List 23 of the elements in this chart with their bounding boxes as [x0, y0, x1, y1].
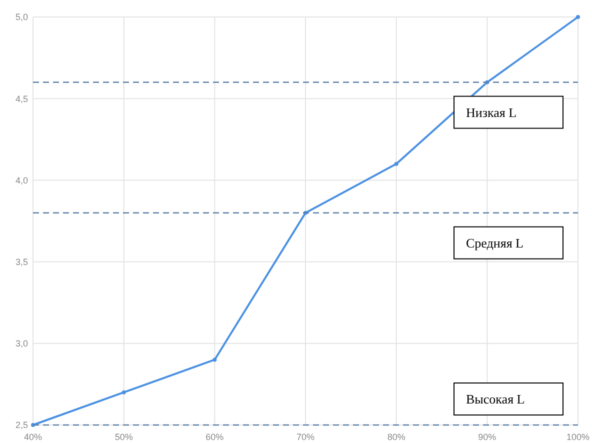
y-tick-label: 5,0: [15, 12, 28, 22]
point: [212, 358, 217, 362]
y-tick-label: 4,5: [15, 94, 28, 104]
text-box: Средняя L: [454, 226, 564, 260]
text-box: Высокая L: [454, 382, 564, 416]
x-tick-label: 90%: [478, 432, 496, 442]
point: [122, 390, 126, 394]
x-tick-label: 80%: [387, 432, 406, 442]
x-tick-label: 50%: [114, 432, 133, 442]
ref-line-label: Средняя L: [466, 235, 524, 250]
x-tick-label: 100%: [566, 432, 590, 442]
y-tick-label: 3,0: [15, 338, 28, 349]
point: [576, 15, 580, 19]
y-tick-label: 3,5: [15, 256, 28, 267]
y-tick-label: 2,5: [15, 420, 28, 430]
x-tick-label: 70%: [296, 432, 315, 442]
x-tick-label: 40%: [24, 432, 42, 442]
point: [394, 162, 398, 166]
ref-line-label: Высокая L: [466, 392, 525, 407]
text-box: Низкая L: [454, 96, 564, 129]
y-tick-label: 4,0: [15, 175, 28, 186]
x-tick-label: 60%: [206, 432, 224, 442]
ref-line-label: Низкая L: [466, 104, 517, 120]
